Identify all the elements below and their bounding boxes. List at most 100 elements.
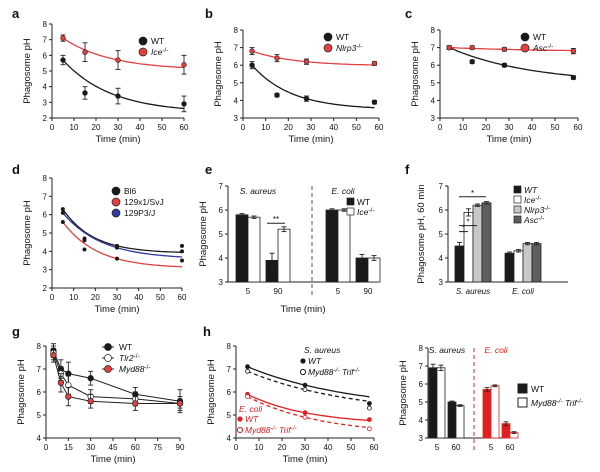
x-tick-label: 5: [246, 287, 251, 296]
data-point: [245, 394, 250, 400]
x-axis-label: Time (min): [486, 134, 531, 145]
bar: [325, 209, 339, 283]
x-tick-label: 40: [134, 293, 143, 302]
x-tick-label: 50: [551, 123, 560, 132]
x-tick-label: 5: [435, 443, 440, 452]
y-tick-label: 7: [234, 44, 239, 53]
y-tick-label: 7: [43, 192, 48, 201]
y-tick-label: 2: [43, 114, 48, 123]
y-axis-label: Phagosome pH: [410, 41, 421, 107]
y-tick-label: 5: [234, 79, 239, 88]
y-tick-label: 6: [431, 61, 436, 70]
x-tick-label: 0: [44, 443, 49, 452]
bar: [454, 245, 465, 283]
data-point: [115, 93, 121, 99]
x-axis-label: Time (min): [94, 304, 139, 315]
x-tick-label: 10: [459, 123, 468, 132]
data-point: [176, 400, 184, 407]
x-tick-label: 30: [301, 443, 310, 452]
data-point: [60, 207, 65, 212]
x-tick-label: 10: [255, 443, 264, 452]
y-tick-label: 5: [439, 230, 444, 239]
bar: [428, 367, 438, 439]
data-point: [469, 44, 475, 51]
legend-label: Bl6: [124, 186, 137, 196]
panel-label-h: h: [203, 324, 211, 339]
data-point: [60, 57, 66, 63]
legend-marker: [138, 47, 148, 57]
data-point: [60, 210, 65, 215]
x-tick-label: 60: [131, 443, 140, 452]
data-point: [302, 382, 308, 388]
panel-label-g: g: [12, 324, 20, 339]
y-tick-label: 8: [227, 342, 232, 351]
data-point: [366, 401, 372, 406]
x-tick-label: 10: [70, 123, 79, 132]
legend-marker: [300, 358, 306, 364]
bar: [436, 367, 446, 439]
x-tick-label: 90: [176, 443, 185, 452]
series-line-0: [251, 64, 375, 109]
y-tick-label: 7: [219, 182, 224, 191]
data-point: [57, 379, 65, 386]
x-axis-label: Time (min): [288, 134, 333, 145]
legend-label: Asc-/-: [532, 43, 553, 54]
data-point: [181, 62, 187, 68]
x-tick-label: 30: [307, 123, 316, 132]
x-tick-label: 30: [505, 123, 514, 132]
x-tick-label: 0: [438, 123, 443, 132]
x-tick-label: S. aureus: [456, 287, 490, 296]
data-point: [60, 220, 65, 224]
legend-label: 129x1/SvJ: [124, 197, 164, 207]
y-tick-label: 5: [43, 67, 48, 76]
y-tick-label: 6: [43, 51, 48, 60]
series-line-3: [247, 396, 370, 429]
y-tick-label: 7: [227, 365, 232, 374]
x-tick-label: 30: [113, 293, 122, 302]
series-line-0: [62, 208, 183, 253]
panel-label-e: e: [205, 162, 212, 177]
x-tick-label: 40: [528, 123, 537, 132]
data-point: [501, 62, 508, 68]
data-point: [245, 368, 250, 374]
y-tick-label: 6: [227, 388, 232, 397]
y-axis-label: Phagosome pH: [22, 200, 33, 266]
legend-label: WT: [308, 356, 322, 366]
x-tick-label: 15: [64, 443, 73, 452]
data-point: [371, 99, 378, 105]
legend-label: Ice-/-: [357, 207, 374, 218]
x-tick-label: 10: [69, 293, 78, 302]
data-point: [82, 49, 88, 55]
bar: [504, 252, 515, 283]
data-point: [50, 352, 57, 359]
x-axis-label: Time (min): [280, 304, 325, 315]
y-tick-label: 6: [419, 380, 424, 389]
y-tick-label: 4: [431, 96, 436, 105]
legend-label: Myd88-/- Trif-/-: [245, 425, 298, 436]
series-line-2: [52, 355, 180, 404]
x-tick-label: 5: [489, 443, 494, 452]
panel-h-line: 4 5 6 7 8 0 10 20 30 40 50 60 Time (min) Phagosome pH…: [206, 342, 379, 465]
y-tick-label: 6: [439, 206, 444, 215]
legend-label: WT: [119, 342, 132, 352]
x-tick-label: 20: [91, 293, 100, 302]
data-point: [180, 258, 184, 263]
data-point: [274, 55, 280, 61]
legend-marker: [323, 43, 333, 53]
legend-label: Asc-/-: [523, 215, 544, 226]
legend-marker: [346, 197, 355, 206]
panel-label-a: a: [12, 6, 20, 21]
legend-label: Nlrp3-/-: [524, 205, 550, 216]
data-point: [366, 405, 372, 411]
x-tick-label: 60: [180, 123, 189, 132]
series-line-1: [251, 50, 375, 66]
y-tick-label: 8: [43, 174, 48, 183]
y-axis-label: Phagosome pH: [398, 360, 409, 426]
legend-label: 129P3/J: [124, 208, 155, 218]
legend-label: WT: [151, 36, 164, 46]
bar: [447, 401, 457, 439]
data-point: [302, 414, 308, 420]
y-tick-label: 4: [219, 254, 224, 263]
y-tick-label: 6: [37, 388, 42, 397]
